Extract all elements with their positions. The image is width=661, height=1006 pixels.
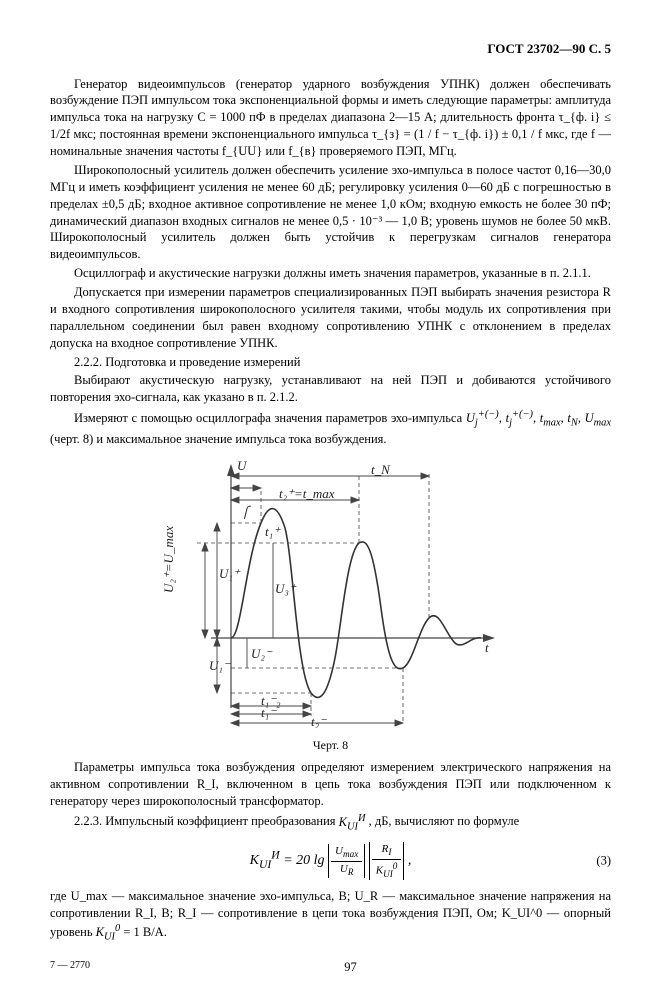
paragraph-current-params: Параметры импульса тока возбуждения опре… (50, 759, 611, 810)
kui0-symbol: KUI0 (96, 925, 121, 939)
paragraph-measure: Измеряют с помощью осциллографа значения… (50, 408, 611, 448)
label-t2m: t₂⁻ (311, 714, 327, 728)
equation-3: KUIИ = 20 lg Umax UR RI KUI0 , (3) (50, 842, 611, 880)
paragraph-where: где U_max — максимальное значение эхо-им… (50, 888, 611, 944)
measure-text-b: (черт. 8) и максимальное значение импуль… (50, 432, 387, 446)
label-U3p: U₃⁺ (275, 581, 297, 596)
label-U2m: U₂⁻ (251, 646, 273, 661)
label-t2p: t₂⁺=t_max (279, 486, 335, 501)
figure-caption: Черт. 8 (50, 737, 611, 753)
label-tN: t_N (371, 462, 391, 477)
label-U2p: U₂⁺=U_max (161, 525, 176, 592)
section-223-a: 2.2.3. Импульсный коэффициент преобразов… (74, 815, 339, 829)
label-U1p: U₁⁺ (219, 566, 241, 581)
paragraph-amplifier: Широкополосный усилитель должен обеспечи… (50, 162, 611, 263)
paragraph-load: Выбирают акустическую нагрузку, устанавл… (50, 372, 611, 406)
label-t1p: t₁⁺ (265, 524, 281, 539)
measure-text-a: Измеряют с помощью осциллографа значения… (74, 411, 466, 425)
equation-3-formula: KUIИ = 20 lg Umax UR RI KUI0 , (250, 853, 412, 868)
paragraph-oscillograph: Осциллограф и акустические нагрузки долж… (50, 265, 611, 282)
paragraph-generator: Генератор видеоимпульсов (генератор удар… (50, 76, 611, 160)
label-U1m: U₁⁻ (209, 658, 231, 673)
measure-symbols: Uj+(−), tj+(−), tmax, tN, Umax (466, 411, 611, 425)
label-t1m: t₁⁻ (261, 705, 277, 720)
equation-number: (3) (596, 853, 611, 870)
figure-8: U t t_N t₂⁺=t_max ⎧ t₁⁺ U₂⁺=U_max U₁⁺ U₃… (50, 458, 611, 753)
paragraph-section-222: 2.2.2. Подготовка и проведение измерений (50, 354, 611, 371)
label-U: U (237, 458, 248, 473)
label-t: t (485, 640, 489, 655)
where-text-b: = 1 В/А. (123, 925, 167, 939)
page-number: 97 (344, 960, 357, 974)
print-signature: 7 — 2770 (50, 959, 90, 973)
paragraph-section-223: 2.2.3. Импульсный коэффициент преобразов… (50, 811, 611, 834)
figure-8-svg: U t t_N t₂⁺=t_max ⎧ t₁⁺ U₂⁺=U_max U₁⁺ U₃… (161, 458, 501, 728)
label-t1p-brace: ⎧ (241, 505, 251, 519)
page-header: ГОСТ 23702—90 С. 5 (50, 40, 611, 58)
page-footer: 7 — 2770 97 (50, 959, 611, 976)
kui-symbol: KUIИ (339, 815, 366, 829)
paragraph-resistor: Допускается при измерении параметров спе… (50, 284, 611, 352)
section-223-b: , дБ, вычисляют по формуле (369, 815, 519, 829)
